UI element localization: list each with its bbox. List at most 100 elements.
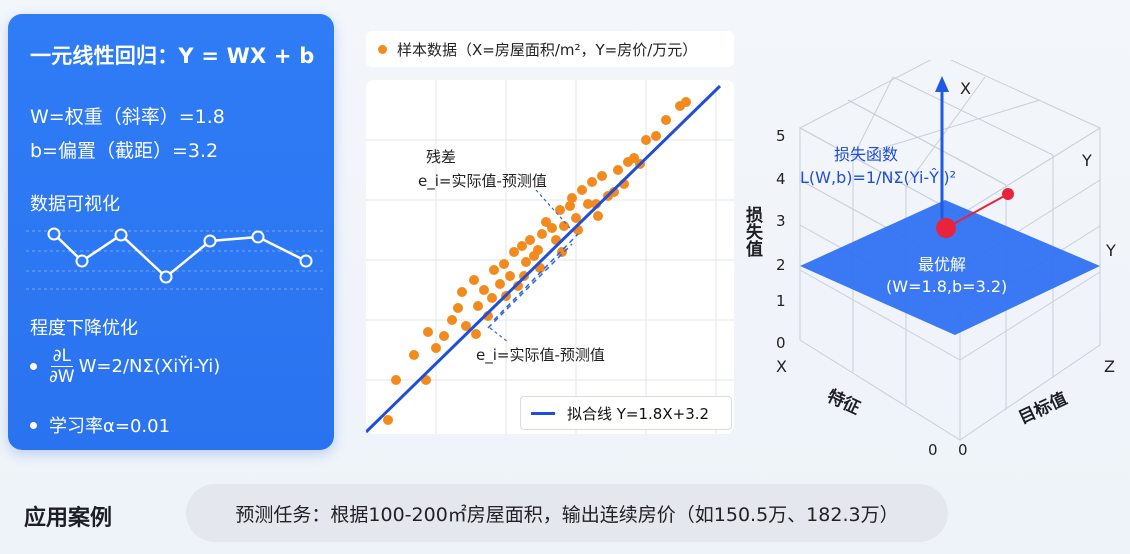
sample-point [651,131,661,141]
sample-point [489,265,499,275]
optimum-value: (W=1.8,b=3.2) [886,277,1007,296]
partial-numerator: ∂L [50,346,73,367]
axis-y-right: Y [1105,241,1116,260]
loss-axis-label: 损失值 [742,205,763,258]
sample-point [681,97,691,107]
axis-x-left: X [776,357,787,376]
weight-definition: W=权重（斜率）=1.8 [30,106,225,128]
sample-point [537,229,547,239]
sample-point [559,221,569,231]
residual-equation-top: e_i=实际值-预测值 [418,172,547,191]
fit-line-label: 拟合线 Y=1.8X+3.2 [567,404,710,423]
gradient-expression: W=2/NΣ(XiŸi-Yi) [78,356,221,377]
sample-point [517,241,527,251]
partial-denominator: ∂W [49,367,75,387]
sample-point [555,205,565,215]
z-tick-5: 5 [776,127,786,145]
z-tick-2: 2 [776,256,786,274]
optimum-label: 最优解 [918,255,966,274]
sample-point [525,235,535,245]
loss-function-formula: L(W,b)=1/NΣ(Yi-Ŷi)² [800,168,956,187]
sample-data-legend: 样本数据（X=房屋面积/m²，Y=房价/万元） [366,31,734,67]
sample-point [471,329,481,339]
z-tick-4: 4 [776,170,786,188]
sample-point [571,213,581,223]
bullet-icon [30,363,37,370]
sample-point [521,257,531,267]
sample-point [567,193,577,203]
sample-data-label: 样本数据（X=房屋面积/m²，Y=房价/万元） [397,40,698,59]
learning-rate-text: 学习率α=0.01 [49,416,171,437]
optimum-connector [945,193,1009,229]
sample-point [505,271,515,281]
z-tick-3: 3 [776,212,786,230]
sample-point [661,115,671,125]
residual-dashed-line [493,233,579,321]
regression-title: 一元线性回归：Y = WX + b [30,44,315,68]
regression-info-panel: 一元线性回归：Y = WX + b W=权重（斜率）=1.8 b=偏置（截距）=… [8,14,334,450]
application-title: 应用案例 [24,506,113,531]
sample-point [461,321,471,331]
axis-x-top: X [960,79,971,98]
target-axis-label: 目标值 [1015,388,1070,429]
sample-point [533,245,543,255]
optimization-heading: 程度下降优化 [30,318,138,339]
sample-point [499,259,509,269]
z-tick-0: 0 [776,334,786,352]
residual-title: 残差 [426,148,456,166]
sample-point [479,285,489,295]
optimum-point [936,218,956,238]
bullet-icon [30,421,37,429]
sample-point [383,415,393,425]
sample-point [587,177,597,187]
sample-point [423,327,433,337]
residual-pointer-top [535,189,571,229]
sample-point [583,199,593,209]
learning-rate: 学习率α=0.01 [30,412,170,438]
loss-plane [800,200,1100,335]
partial-derivative: ∂L ∂W [49,346,75,387]
loss-function-title: 损失函数 [834,145,898,164]
sample-point [431,343,441,353]
sample-point [641,135,651,145]
sample-point [447,315,457,325]
blue-line-icon [531,411,555,415]
sample-point [565,201,575,211]
sample-point [469,275,479,285]
residual-equation-bottom: e_i=实际值-预测值 [476,346,605,365]
axis-y-upper: Y [1081,151,1092,170]
visualization-heading: 数据可视化 [30,194,120,215]
gradient-formula: ∂L ∂W W=2/NΣ(XiŸi-Yi) [30,346,220,387]
sample-point [391,375,401,385]
sample-point [613,165,623,175]
sample-point [609,187,619,197]
origin-right: 0 [958,441,968,459]
application-description: 预测任务：根据100-200㎡房屋面积，输出连续房价（如150.5万、182.3… [186,484,948,542]
sample-point [593,211,603,221]
fit-line-legend: 拟合线 Y=1.8X+3.2 [520,396,732,430]
origin-left: 0 [928,441,938,459]
sample-point [509,247,519,257]
sample-point [473,301,483,311]
optimum-point-small [1002,188,1014,200]
fit-line [366,84,722,434]
scatter-plot-card: 残差 e_i=实际值-预测值 e_i=实际值-预测值 [366,80,734,434]
x-axis-arrow-icon [935,76,949,92]
sample-point [487,293,497,303]
application-description-text: 预测任务：根据100-200㎡房屋面积，输出连续房价（如150.5万、182.3… [235,503,899,526]
sample-point [495,279,505,289]
residual-dashed-line-lower [487,243,573,329]
residual-pointer-bottom [489,327,509,343]
z-tick-1: 1 [776,292,786,310]
loss-surface-3d: 5 4 3 2 1 0 损失值 损失函数 L(W,b)=1/NΣ(Yi-Ŷi)²… [742,60,1116,459]
sample-point [597,171,607,181]
sample-point [557,247,567,257]
orange-dot-icon [378,44,387,54]
sample-point [457,287,467,297]
scatter-plot: 残差 e_i=实际值-预测值 e_i=实际值-预测值 [366,80,734,434]
sample-point [409,350,419,360]
sample-point [439,331,449,341]
sparkline-decoration [26,227,326,290]
bias-definition: b=偏置（截距）=3.2 [30,140,219,162]
